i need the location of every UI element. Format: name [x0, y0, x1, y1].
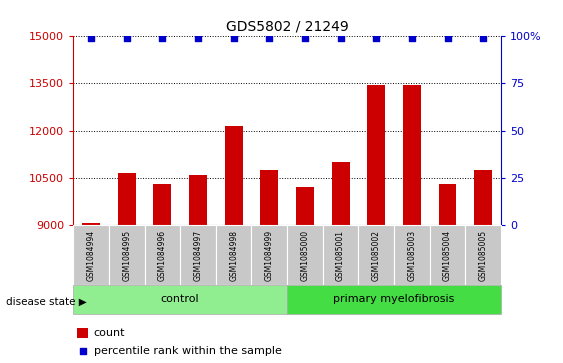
Bar	[216, 225, 252, 285]
Point	[336, 35, 345, 41]
Text: disease state ▶: disease state ▶	[6, 297, 86, 307]
Bar	[189, 175, 207, 363]
Point	[301, 35, 310, 41]
Point	[443, 35, 452, 41]
Point	[122, 35, 131, 41]
Point	[229, 35, 238, 41]
Bar	[439, 184, 457, 363]
Text: control: control	[161, 294, 199, 305]
Bar	[474, 170, 492, 363]
Bar	[225, 126, 243, 363]
Bar	[73, 285, 287, 314]
Text: count: count	[93, 328, 125, 338]
Bar	[287, 285, 501, 314]
Point	[479, 35, 488, 41]
Bar	[109, 225, 145, 285]
Text: primary myelofibrosis: primary myelofibrosis	[333, 294, 455, 305]
Point	[87, 35, 96, 41]
Bar	[287, 225, 323, 285]
Bar	[394, 225, 430, 285]
Text: GSM1084997: GSM1084997	[194, 230, 203, 281]
Bar	[73, 225, 109, 285]
Point	[158, 35, 167, 41]
Bar	[118, 173, 136, 363]
Text: GSM1085001: GSM1085001	[336, 230, 345, 281]
Point	[408, 35, 417, 41]
Text: GSM1085000: GSM1085000	[301, 230, 310, 281]
Bar	[296, 187, 314, 363]
Point	[78, 348, 87, 354]
Text: GSM1084994: GSM1084994	[87, 230, 96, 281]
Bar	[359, 225, 394, 285]
Text: GSM1085004: GSM1085004	[443, 230, 452, 281]
Bar	[466, 225, 501, 285]
Point	[372, 35, 381, 41]
Text: GSM1085003: GSM1085003	[408, 230, 417, 281]
Bar	[153, 184, 171, 363]
Bar	[82, 224, 100, 363]
Bar	[145, 225, 180, 285]
Text: GSM1084996: GSM1084996	[158, 230, 167, 281]
Bar	[323, 225, 359, 285]
Point	[265, 35, 274, 41]
Text: GSM1084998: GSM1084998	[229, 230, 238, 281]
Text: percentile rank within the sample: percentile rank within the sample	[93, 346, 282, 356]
Bar	[403, 85, 421, 363]
Bar	[430, 225, 466, 285]
Bar	[260, 170, 278, 363]
Title: GDS5802 / 21249: GDS5802 / 21249	[226, 20, 348, 34]
Bar	[180, 225, 216, 285]
Text: GSM1085005: GSM1085005	[479, 230, 488, 281]
Bar	[252, 225, 287, 285]
Text: GSM1084995: GSM1084995	[122, 230, 131, 281]
Point	[194, 35, 203, 41]
Text: GSM1084999: GSM1084999	[265, 230, 274, 281]
Bar	[367, 85, 385, 363]
Bar	[78, 328, 88, 338]
Bar	[332, 162, 350, 363]
Text: GSM1085002: GSM1085002	[372, 230, 381, 281]
